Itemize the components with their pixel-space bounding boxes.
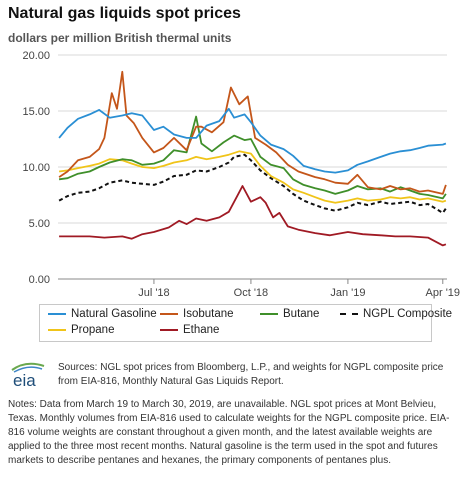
- legend-label: Isobutane: [183, 308, 234, 320]
- x-tick-label: Jan '19: [330, 287, 365, 299]
- series-line-butane: [58, 115, 447, 200]
- eia-logo-text: eia: [13, 371, 36, 390]
- y-tick-label: 0.00: [29, 274, 50, 286]
- y-axis: 0.00 5.00 10.00 15.00 20.00: [22, 50, 50, 286]
- legend-item: Ethane: [160, 324, 219, 336]
- legend-swatch: [340, 313, 358, 315]
- y-tick-label: 5.00: [29, 218, 50, 230]
- notes-text: Notes: Data from March 19 to March 30, 2…: [8, 399, 450, 466]
- gridlines: [58, 54, 447, 280]
- series-line-isobutane: [58, 70, 447, 195]
- x-axis: Jul '18 Oct '18 Jan '19 Apr '19: [138, 279, 460, 299]
- legend-item: NGPL Composite: [340, 308, 452, 320]
- series-line-ethane: [59, 185, 447, 247]
- y-tick-label: 10.00: [22, 162, 50, 174]
- legend-item: Isobutane: [160, 308, 234, 320]
- legend-item: Natural Gasoline: [48, 308, 157, 320]
- legend-label: Ethane: [183, 324, 220, 336]
- legend-item: Butane: [260, 308, 319, 320]
- legend-label: NGPL Composite: [363, 308, 453, 320]
- y-tick-label: 20.00: [22, 50, 50, 62]
- legend-item: Propane: [48, 324, 114, 336]
- series-line-propane: [58, 150, 447, 204]
- series-lines: [58, 70, 447, 247]
- legend-swatch: [160, 329, 178, 331]
- eia-logo: eia: [11, 362, 45, 390]
- chart-subtitle: dollars per million British thermal unit…: [8, 31, 232, 45]
- x-tick-label: Apr '19: [426, 287, 461, 299]
- legend-swatch: [160, 313, 178, 315]
- legend-label: Butane: [283, 308, 320, 320]
- legend-swatch: [260, 313, 278, 315]
- y-tick-label: 15.00: [22, 106, 50, 118]
- legend-label: Natural Gasoline: [71, 308, 157, 320]
- x-tick-label: Oct '18: [234, 287, 269, 299]
- series-line-ngpl-composite: [58, 153, 447, 214]
- series-line-natural-gasoline: [58, 107, 447, 174]
- line-chart: 0.00 5.00 10.00 15.00 20.00 Jul '18 Oct '18 Ja…: [22, 50, 460, 299]
- sources-note: Sources: NGL spot prices from Bloomberg,…: [58, 362, 444, 387]
- x-tick-label: Jul '18: [138, 287, 169, 299]
- legend-swatch: [48, 313, 66, 315]
- legend: Natural Gasoline Isobutane Butane NGPL Comp…: [39, 304, 452, 342]
- legend-swatch: [48, 329, 66, 331]
- chart-title: Natural gas liquids spot prices: [8, 5, 241, 22]
- legend-label: Propane: [71, 324, 115, 336]
